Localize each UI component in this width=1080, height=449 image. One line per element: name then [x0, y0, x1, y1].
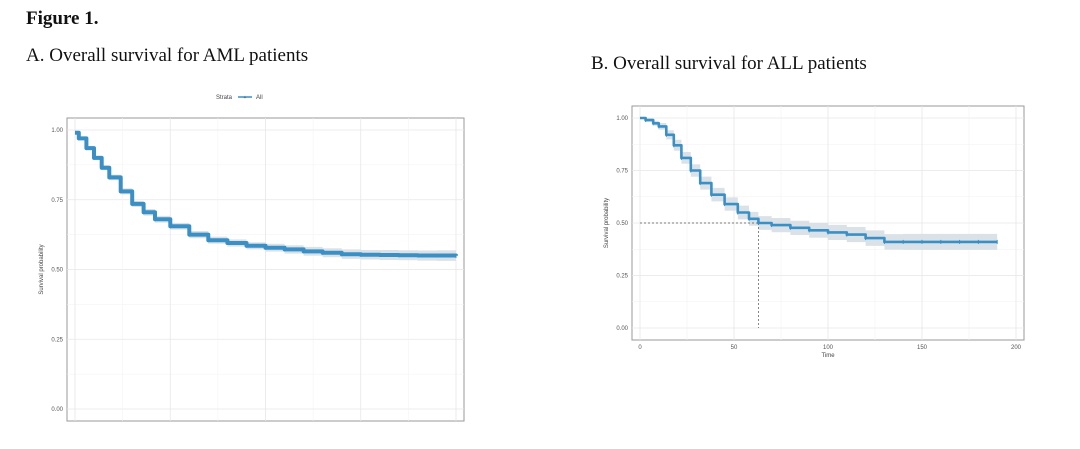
panel-b-title: B. Overall survival for ALL patients — [591, 53, 867, 74]
y-axis-label: Survival probability — [39, 244, 45, 294]
survival-curve — [75, 130, 458, 258]
y-tick-label: 0.00 — [616, 326, 628, 332]
legend-swatch-plus: + — [244, 95, 247, 101]
x-tick-label: 0 — [638, 345, 642, 351]
y-tick-label: 0.50 — [616, 221, 628, 227]
x-tick-label: 200 — [1011, 345, 1022, 351]
y-tick-label: 0.00 — [51, 407, 63, 413]
x-axis-label: Time — [821, 353, 835, 359]
y-axis-label: Survival probability — [604, 198, 610, 248]
x-tick-label: 150 — [917, 345, 928, 351]
legend-entry-label: All — [256, 95, 263, 101]
legend-title: Strata — [216, 95, 233, 101]
y-tick-label: 0.25 — [51, 337, 63, 343]
survival-curve — [640, 116, 998, 244]
y-tick-label: 0.25 — [616, 274, 628, 280]
y-tick-label: 0.75 — [616, 169, 628, 175]
panel-a-title: A. Overall survival for AML patients — [26, 45, 309, 66]
y-tick-label: 1.00 — [51, 128, 63, 134]
chart-b-all-survival: 0.00 0.25 0.50 0.75 1.00 0 50 100 150 200 Survival… — [604, 105, 1025, 359]
y-tick-label: 1.00 — [616, 116, 628, 122]
x-tick-label: 100 — [823, 345, 834, 351]
confidence-band — [640, 118, 998, 250]
y-tick-label: 0.50 — [51, 268, 63, 274]
chart-a-aml-survival: 0.00 0.25 0.50 0.75 1.00 Survival probability… — [39, 95, 465, 422]
y-tick-label: 0.75 — [51, 198, 63, 204]
figure-title: Figure 1. — [26, 8, 99, 29]
x-tick-label: 50 — [731, 345, 738, 351]
